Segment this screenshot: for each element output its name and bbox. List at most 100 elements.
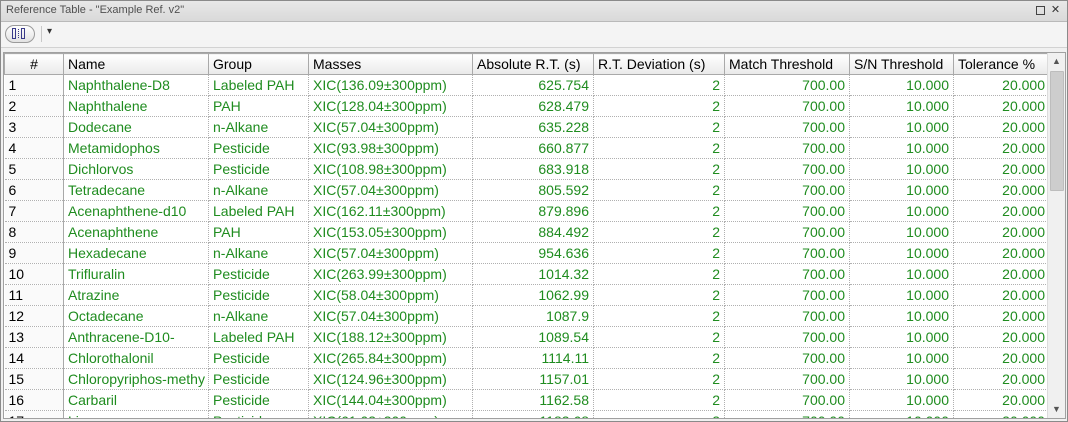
table-row[interactable]: 1 Naphthalene-D8 Labeled PAH XIC(136.09±300…	[4, 74, 1050, 96]
cell-name[interactable]: Carbaril	[63, 389, 209, 411]
column-header-match-threshold[interactable]: Match Threshold	[724, 53, 850, 75]
cell-absolute-rt[interactable]: 954.636	[472, 242, 594, 264]
cell-match-threshold[interactable]: 700.00	[724, 305, 850, 327]
cell-group[interactable]: Pesticide	[208, 368, 309, 390]
cell-masses[interactable]: XIC(263.99±300ppm)	[308, 263, 473, 285]
cell-tolerance[interactable]: 20.000	[953, 242, 1050, 264]
columns-button[interactable]	[5, 25, 35, 43]
cell-absolute-rt[interactable]: 625.754	[472, 74, 594, 96]
cell-sn-threshold[interactable]: 10.000	[849, 137, 954, 159]
cell-masses[interactable]: XIC(124.96±300ppm)	[308, 368, 473, 390]
cell-match-threshold[interactable]: 700.00	[724, 263, 850, 285]
cell-absolute-rt[interactable]: 1014.32	[472, 263, 594, 285]
table-row[interactable]: 8 Acenaphthene PAH XIC(153.05±300ppm) 884.49…	[4, 221, 1050, 243]
table-row[interactable]: 15 Chloropyriphos-methy Pesticide XIC(124.9…	[4, 368, 1050, 390]
cell-group[interactable]: Labeled PAH	[208, 200, 309, 222]
cell-masses[interactable]: XIC(57.04±300ppm)	[308, 116, 473, 138]
cell-match-threshold[interactable]: 700.00	[724, 389, 850, 411]
column-header-name[interactable]: Name	[63, 53, 209, 75]
cell-masses[interactable]: XIC(162.11±300ppm)	[308, 200, 473, 222]
cell-masses[interactable]: XIC(188.12±300ppm)	[308, 326, 473, 348]
cell-match-threshold[interactable]: 700.00	[724, 74, 850, 96]
cell-index[interactable]: 11	[4, 284, 64, 306]
cell-masses[interactable]: XIC(144.04±300ppm)	[308, 389, 473, 411]
cell-group[interactable]: Labeled PAH	[208, 74, 309, 96]
cell-tolerance[interactable]: 20.000	[953, 368, 1050, 390]
table-row[interactable]: 4 Metamidophos Pesticide XIC(93.98±300ppm) 6…	[4, 137, 1050, 159]
cell-group[interactable]: Pesticide	[208, 284, 309, 306]
cell-masses[interactable]: XIC(57.04±300ppm)	[308, 242, 473, 264]
cell-absolute-rt[interactable]: 683.918	[472, 158, 594, 180]
cell-index[interactable]: 14	[4, 347, 64, 369]
cell-index[interactable]: 4	[4, 137, 64, 159]
cell-absolute-rt[interactable]: 1062.99	[472, 284, 594, 306]
cell-rt-deviation[interactable]: 2	[593, 389, 725, 411]
cell-rt-deviation[interactable]: 2	[593, 284, 725, 306]
cell-match-threshold[interactable]: 700.00	[724, 200, 850, 222]
cell-name[interactable]: Dodecane	[63, 116, 209, 138]
cell-rt-deviation[interactable]: 2	[593, 179, 725, 201]
table-row[interactable]: 12 Octadecane n-Alkane XIC(57.04±300ppm) 108…	[4, 305, 1050, 327]
cell-index[interactable]: 16	[4, 389, 64, 411]
cell-name[interactable]: Naphthalene	[63, 95, 209, 117]
cell-tolerance[interactable]: 20.000	[953, 179, 1050, 201]
cell-masses[interactable]: XIC(128.04±300ppm)	[308, 95, 473, 117]
cell-rt-deviation[interactable]: 2	[593, 347, 725, 369]
cell-name[interactable]: Acenaphthene-d10	[63, 200, 209, 222]
table-row[interactable]: 7 Acenaphthene-d10 Labeled PAH XIC(162.11±3…	[4, 200, 1050, 222]
cell-tolerance[interactable]: 20.000	[953, 410, 1050, 418]
cell-name[interactable]: Tetradecane	[63, 179, 209, 201]
cell-rt-deviation[interactable]: 2	[593, 242, 725, 264]
cell-sn-threshold[interactable]: 10.000	[849, 179, 954, 201]
cell-tolerance[interactable]: 20.000	[953, 347, 1050, 369]
scrollbar-thumb[interactable]	[1050, 71, 1064, 191]
cell-sn-threshold[interactable]: 10.000	[849, 326, 954, 348]
cell-index[interactable]: 2	[4, 95, 64, 117]
maximize-icon[interactable]	[1034, 4, 1047, 17]
scroll-down-icon[interactable]: ▼	[1052, 404, 1061, 414]
cell-masses[interactable]: XIC(57.04±300ppm)	[308, 305, 473, 327]
cell-match-threshold[interactable]: 700.00	[724, 242, 850, 264]
cell-masses[interactable]: XIC(61.03±300ppm)	[308, 410, 473, 418]
cell-sn-threshold[interactable]: 10.000	[849, 95, 954, 117]
cell-masses[interactable]: XIC(108.98±300ppm)	[308, 158, 473, 180]
cell-match-threshold[interactable]: 700.00	[724, 326, 850, 348]
cell-index[interactable]: 6	[4, 179, 64, 201]
cell-match-threshold[interactable]: 700.00	[724, 410, 850, 418]
cell-sn-threshold[interactable]: 10.000	[849, 284, 954, 306]
column-header-index[interactable]: #	[4, 53, 64, 75]
cell-group[interactable]: Pesticide	[208, 389, 309, 411]
cell-tolerance[interactable]: 20.000	[953, 326, 1050, 348]
cell-index[interactable]: 7	[4, 200, 64, 222]
table-row[interactable]: 11 Atrazine Pesticide XIC(58.04±300ppm) 1062…	[4, 284, 1050, 306]
column-header-masses[interactable]: Masses	[308, 53, 473, 75]
table-row[interactable]: 9 Hexadecane n-Alkane XIC(57.04±300ppm) 954.…	[4, 242, 1050, 264]
cell-rt-deviation[interactable]: 2	[593, 116, 725, 138]
cell-name[interactable]: Anthracene-D10-	[63, 326, 209, 348]
cell-group[interactable]: Pesticide	[208, 137, 309, 159]
cell-sn-threshold[interactable]: 10.000	[849, 200, 954, 222]
cell-tolerance[interactable]: 20.000	[953, 263, 1050, 285]
cell-masses[interactable]: XIC(57.04±300ppm)	[308, 179, 473, 201]
cell-rt-deviation[interactable]: 2	[593, 200, 725, 222]
table-row[interactable]: 6 Tetradecane n-Alkane XIC(57.04±300ppm) 805…	[4, 179, 1050, 201]
cell-index[interactable]: 15	[4, 368, 64, 390]
cell-index[interactable]: 12	[4, 305, 64, 327]
cell-match-threshold[interactable]: 700.00	[724, 137, 850, 159]
cell-masses[interactable]: XIC(58.04±300ppm)	[308, 284, 473, 306]
table-row[interactable]: 3 Dodecane n-Alkane XIC(57.04±300ppm) 635.22…	[4, 116, 1050, 138]
cell-match-threshold[interactable]: 700.00	[724, 368, 850, 390]
cell-rt-deviation[interactable]: 2	[593, 410, 725, 418]
table-row[interactable]: 2 Naphthalene PAH XIC(128.04±300ppm) 628.479…	[4, 95, 1050, 117]
cell-sn-threshold[interactable]: 10.000	[849, 242, 954, 264]
cell-match-threshold[interactable]: 700.00	[724, 284, 850, 306]
cell-tolerance[interactable]: 20.000	[953, 284, 1050, 306]
cell-tolerance[interactable]: 20.000	[953, 74, 1050, 96]
cell-group[interactable]: n-Alkane	[208, 116, 309, 138]
cell-rt-deviation[interactable]: 2	[593, 221, 725, 243]
cell-name[interactable]: Hexadecane	[63, 242, 209, 264]
cell-index[interactable]: 10	[4, 263, 64, 285]
cell-index[interactable]: 1	[4, 74, 64, 96]
cell-tolerance[interactable]: 20.000	[953, 158, 1050, 180]
cell-name[interactable]: Dichlorvos	[63, 158, 209, 180]
